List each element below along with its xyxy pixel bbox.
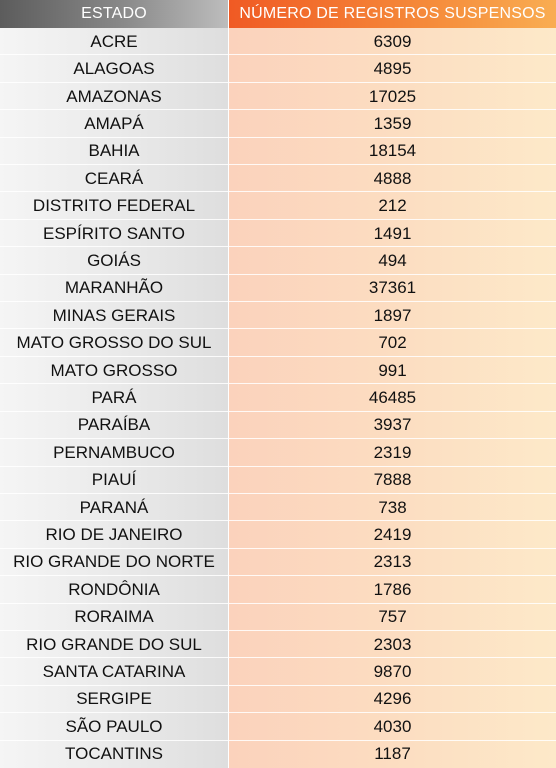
table-body: ACRE 6309 ALAGOAS 4895 AMAZONAS 17025 AMAPÁ 135… [0,28,556,768]
table-row: SÃO PAULO 4030 [0,713,556,741]
registros-cell: 2319 [373,442,412,462]
table-row: ESPÍRITO SANTO 1491 [0,220,556,248]
registros-cell: 1187 [374,744,411,764]
estado-cell: AMAPÁ [84,113,144,133]
estado-cell: PARANÁ [79,497,149,517]
estado-cell: MARANHÃO [64,278,164,298]
estado-cell: CEARÁ [84,168,144,188]
registros-cell: 212 [378,196,407,216]
table-row: SANTA CATARINA 9870 [0,658,556,687]
estado-cell: DISTRITO FEDERAL [32,196,196,216]
estado-cell: PARAÍBA [77,415,151,435]
estado-cell: ESPÍRITO SANTO [42,223,186,243]
estado-cell: PARÁ [91,387,137,407]
estado-cell: ACRE [90,31,138,51]
registros-cell: 18154 [368,141,417,161]
estado-column-background [0,28,228,768]
registros-cell: 702 [378,333,407,353]
registros-cell: 4888 [373,168,412,188]
table-row: SERGIPE 4296 [0,686,556,714]
estado-cell: MATO GROSSO [50,360,178,380]
table-row: RORAIMA 757 [0,604,556,632]
estado-cell: RIO GRANDE DO SUL [26,634,202,654]
registros-cell: 2303 [373,634,412,654]
table-row: BAHIA 18154 [0,138,556,166]
registros-column-background [229,28,556,768]
registros-cell: 37361 [368,278,417,298]
registros-cell: 4895 [373,59,412,79]
estado-cell: ALAGOAS [73,59,155,79]
table-row: CEARÁ 4888 [0,165,556,193]
table-row: PARAÍBA 3937 [0,412,556,440]
registros-cell: 1786 [373,579,412,599]
estado-cell: SERGIPE [76,689,152,709]
registros-cell: 738 [378,497,407,517]
registros-cell: 46485 [368,387,417,407]
registros-cell: 6309 [373,31,412,51]
table-row: DISTRITO FEDERAL 212 [0,192,556,221]
registros-cell: 7888 [373,470,412,490]
table-row: AMAPÁ 1359 [0,110,556,139]
registros-cell: 9870 [373,662,412,682]
table-row: MARANHÃO 37361 [0,275,556,303]
table-row: PERNAMBUCO 2319 [0,439,556,467]
table-header: ESTADO NÚMERO DE REGISTROS SUSPENSOS [0,0,556,28]
registros-cell: 1897 [373,305,412,325]
registros-cell: 3937 [373,415,412,435]
table-row: ALAGOAS 4895 [0,55,556,84]
estado-cell: RIO DE JANEIRO [45,525,183,545]
registros-cell: 1491 [373,223,412,243]
table-row: TOCANTINS 1187 [0,741,556,768]
estado-cell: SÃO PAULO [65,716,163,736]
estado-cell: MATO GROSSO DO SUL [16,333,212,353]
table-row: ACRE 6309 [0,28,556,56]
estado-cell: GOIÁS [87,250,141,270]
table-row: GOIÁS 494 [0,247,556,276]
table-row: PARANÁ 738 [0,494,556,522]
estado-cell: AMAZONAS [66,86,162,106]
registros-cell: 4030 [373,716,412,736]
registros-cell: 494 [378,250,407,270]
column-header-registros: NÚMERO DE REGISTROS SUSPENSOS [229,0,556,28]
table-row: RIO GRANDE DO NORTE 2313 [0,549,556,577]
table-row: MATO GROSSO DO SUL 702 [0,329,556,358]
estado-cell: MINAS GERAIS [52,305,176,325]
registros-cell: 2419 [373,525,412,545]
column-divider [228,0,229,768]
table-row: PARÁ 46485 [0,384,556,413]
registros-cell: 17025 [368,86,417,106]
table-row: RIO GRANDE DO SUL 2303 [0,631,556,659]
registros-cell: 2313 [373,552,412,572]
registros-cell: 757 [378,607,407,627]
estado-cell: SANTA CATARINA [42,662,186,682]
registros-cell: 4296 [373,689,412,709]
table-row: MINAS GERAIS 1897 [0,302,556,330]
registros-cell: 1359 [373,113,412,133]
estado-cell: BAHIA [88,141,140,161]
table-row: RIO DE JANEIRO 2419 [0,521,556,550]
estado-cell: PIAUÍ [91,470,137,490]
table-row: MATO GROSSO 991 [0,357,556,385]
estado-cell: RORAIMA [74,607,154,627]
estado-cell: PERNAMBUCO [53,442,175,462]
column-header-estado: ESTADO [0,0,228,28]
table-row: RONDÔNIA 1786 [0,576,556,604]
estado-cell: TOCANTINS [65,744,163,764]
table-row: PIAUÍ 7888 [0,467,556,495]
registros-cell: 991 [378,360,407,380]
estado-cell: RIO GRANDE DO NORTE [13,552,215,572]
estado-cell: RONDÔNIA [68,579,160,599]
table-row: AMAZONAS 17025 [0,83,556,111]
